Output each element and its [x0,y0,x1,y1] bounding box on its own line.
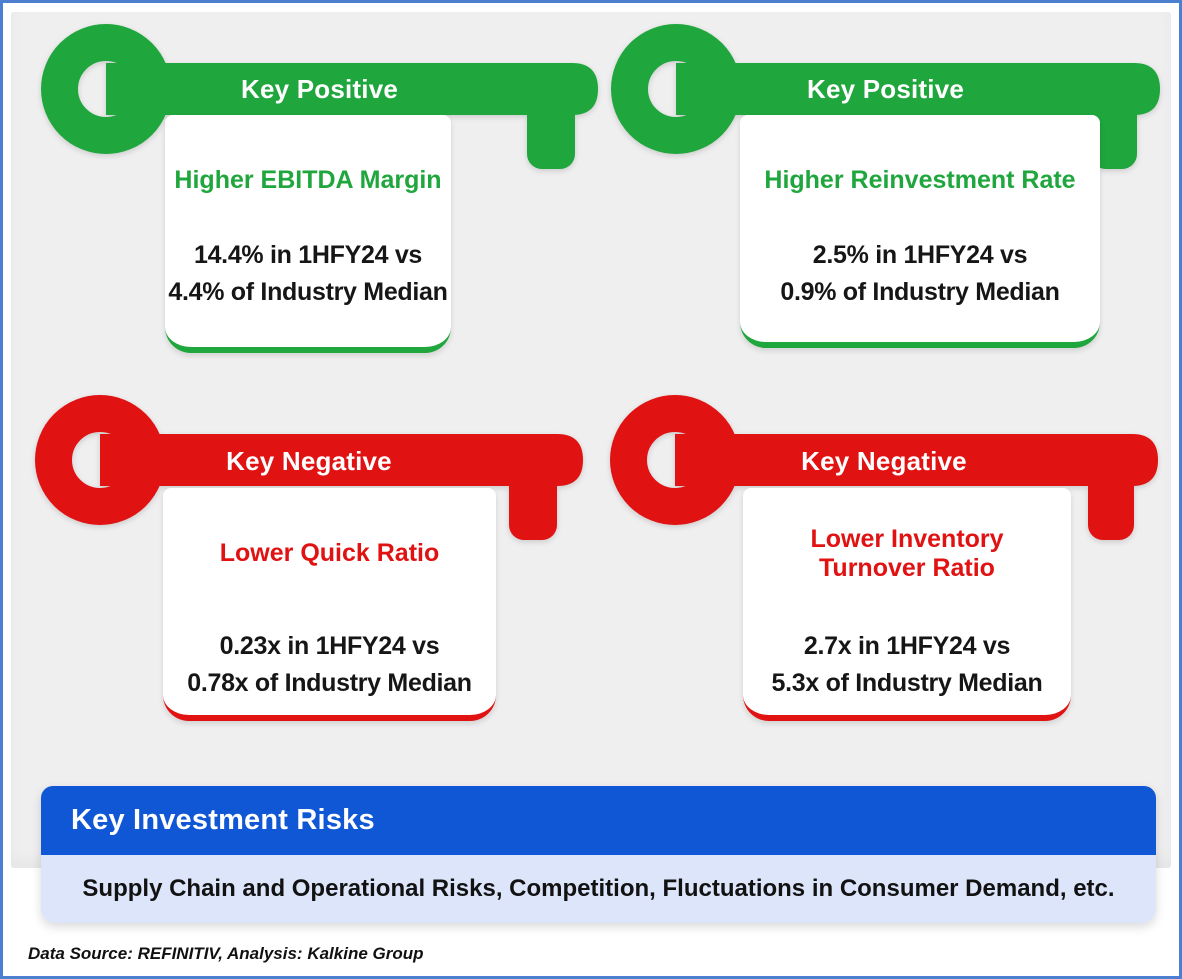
metric-value-line1: 2.7x in 1HFY24 vs [803,632,1011,660]
key-icon [35,395,583,540]
risks-panel: Supply Chain and Operational Risks, Comp… [41,855,1156,923]
metric-heading: Higher EBITDA Margin [174,166,442,195]
metric-values: 2.7x in 1HFY24 vs 5.3x of Industry Media… [729,628,1085,702]
key-banner-label: Key Positive [240,74,399,104]
metric-value-line2: 0.9% of Industry Median [780,278,1060,306]
risks-header: Key Investment Risks [41,786,1156,855]
key-icon [41,24,598,169]
key-banner-label: Key Negative [226,446,392,476]
key-icon [611,24,1160,169]
metric-card: Lower Quick Ratio 0.23x in 1HFY24 vs 0.7… [163,488,496,721]
metric-values: 14.4% in 1HFY24 vs 4.4% of Industry Medi… [151,237,465,311]
metric-heading: Lower Quick Ratio [219,539,440,568]
metric-card: Higher EBITDA Margin 14.4% in 1HFY24 vs … [165,115,451,353]
metric-heading: Higher Reinvestment Rate [764,166,1076,195]
metric-value-line1: 0.23x in 1HFY24 vs [219,632,440,660]
metric-value-line1: 14.4% in 1HFY24 vs [193,241,423,269]
key-banner-label: Key Negative [801,446,967,476]
risks-title: Key Investment Risks [71,804,375,836]
metric-value-line2: 4.4% of Industry Median [168,278,448,306]
metric-value-line2: 5.3x of Industry Median [771,669,1043,697]
metric-card: Lower Inventory Turnover Ratio 2.7x in 1… [743,488,1071,721]
metric-value-line2: 0.78x of Industry Median [187,669,472,697]
metric-heading: Lower Inventory Turnover Ratio [810,524,1004,583]
metric-card: Higher Reinvestment Rate 2.5% in 1HFY24 … [740,115,1100,348]
investment-risks-banner: Key Investment Risks Supply Chain and Op… [41,786,1156,923]
metric-value-line1: 2.5% in 1HFY24 vs [812,241,1028,269]
key-icon [610,395,1158,540]
key-banner-label: Key Positive [806,74,965,104]
data-source-note: Data Source: REFINITIV, Analysis: Kalkin… [28,944,424,963]
metric-values: 0.23x in 1HFY24 vs 0.78x of Industry Med… [149,628,510,702]
metric-values: 2.5% in 1HFY24 vs 0.9% of Industry Media… [726,237,1114,311]
risks-text: Supply Chain and Operational Risks, Comp… [82,875,1115,902]
